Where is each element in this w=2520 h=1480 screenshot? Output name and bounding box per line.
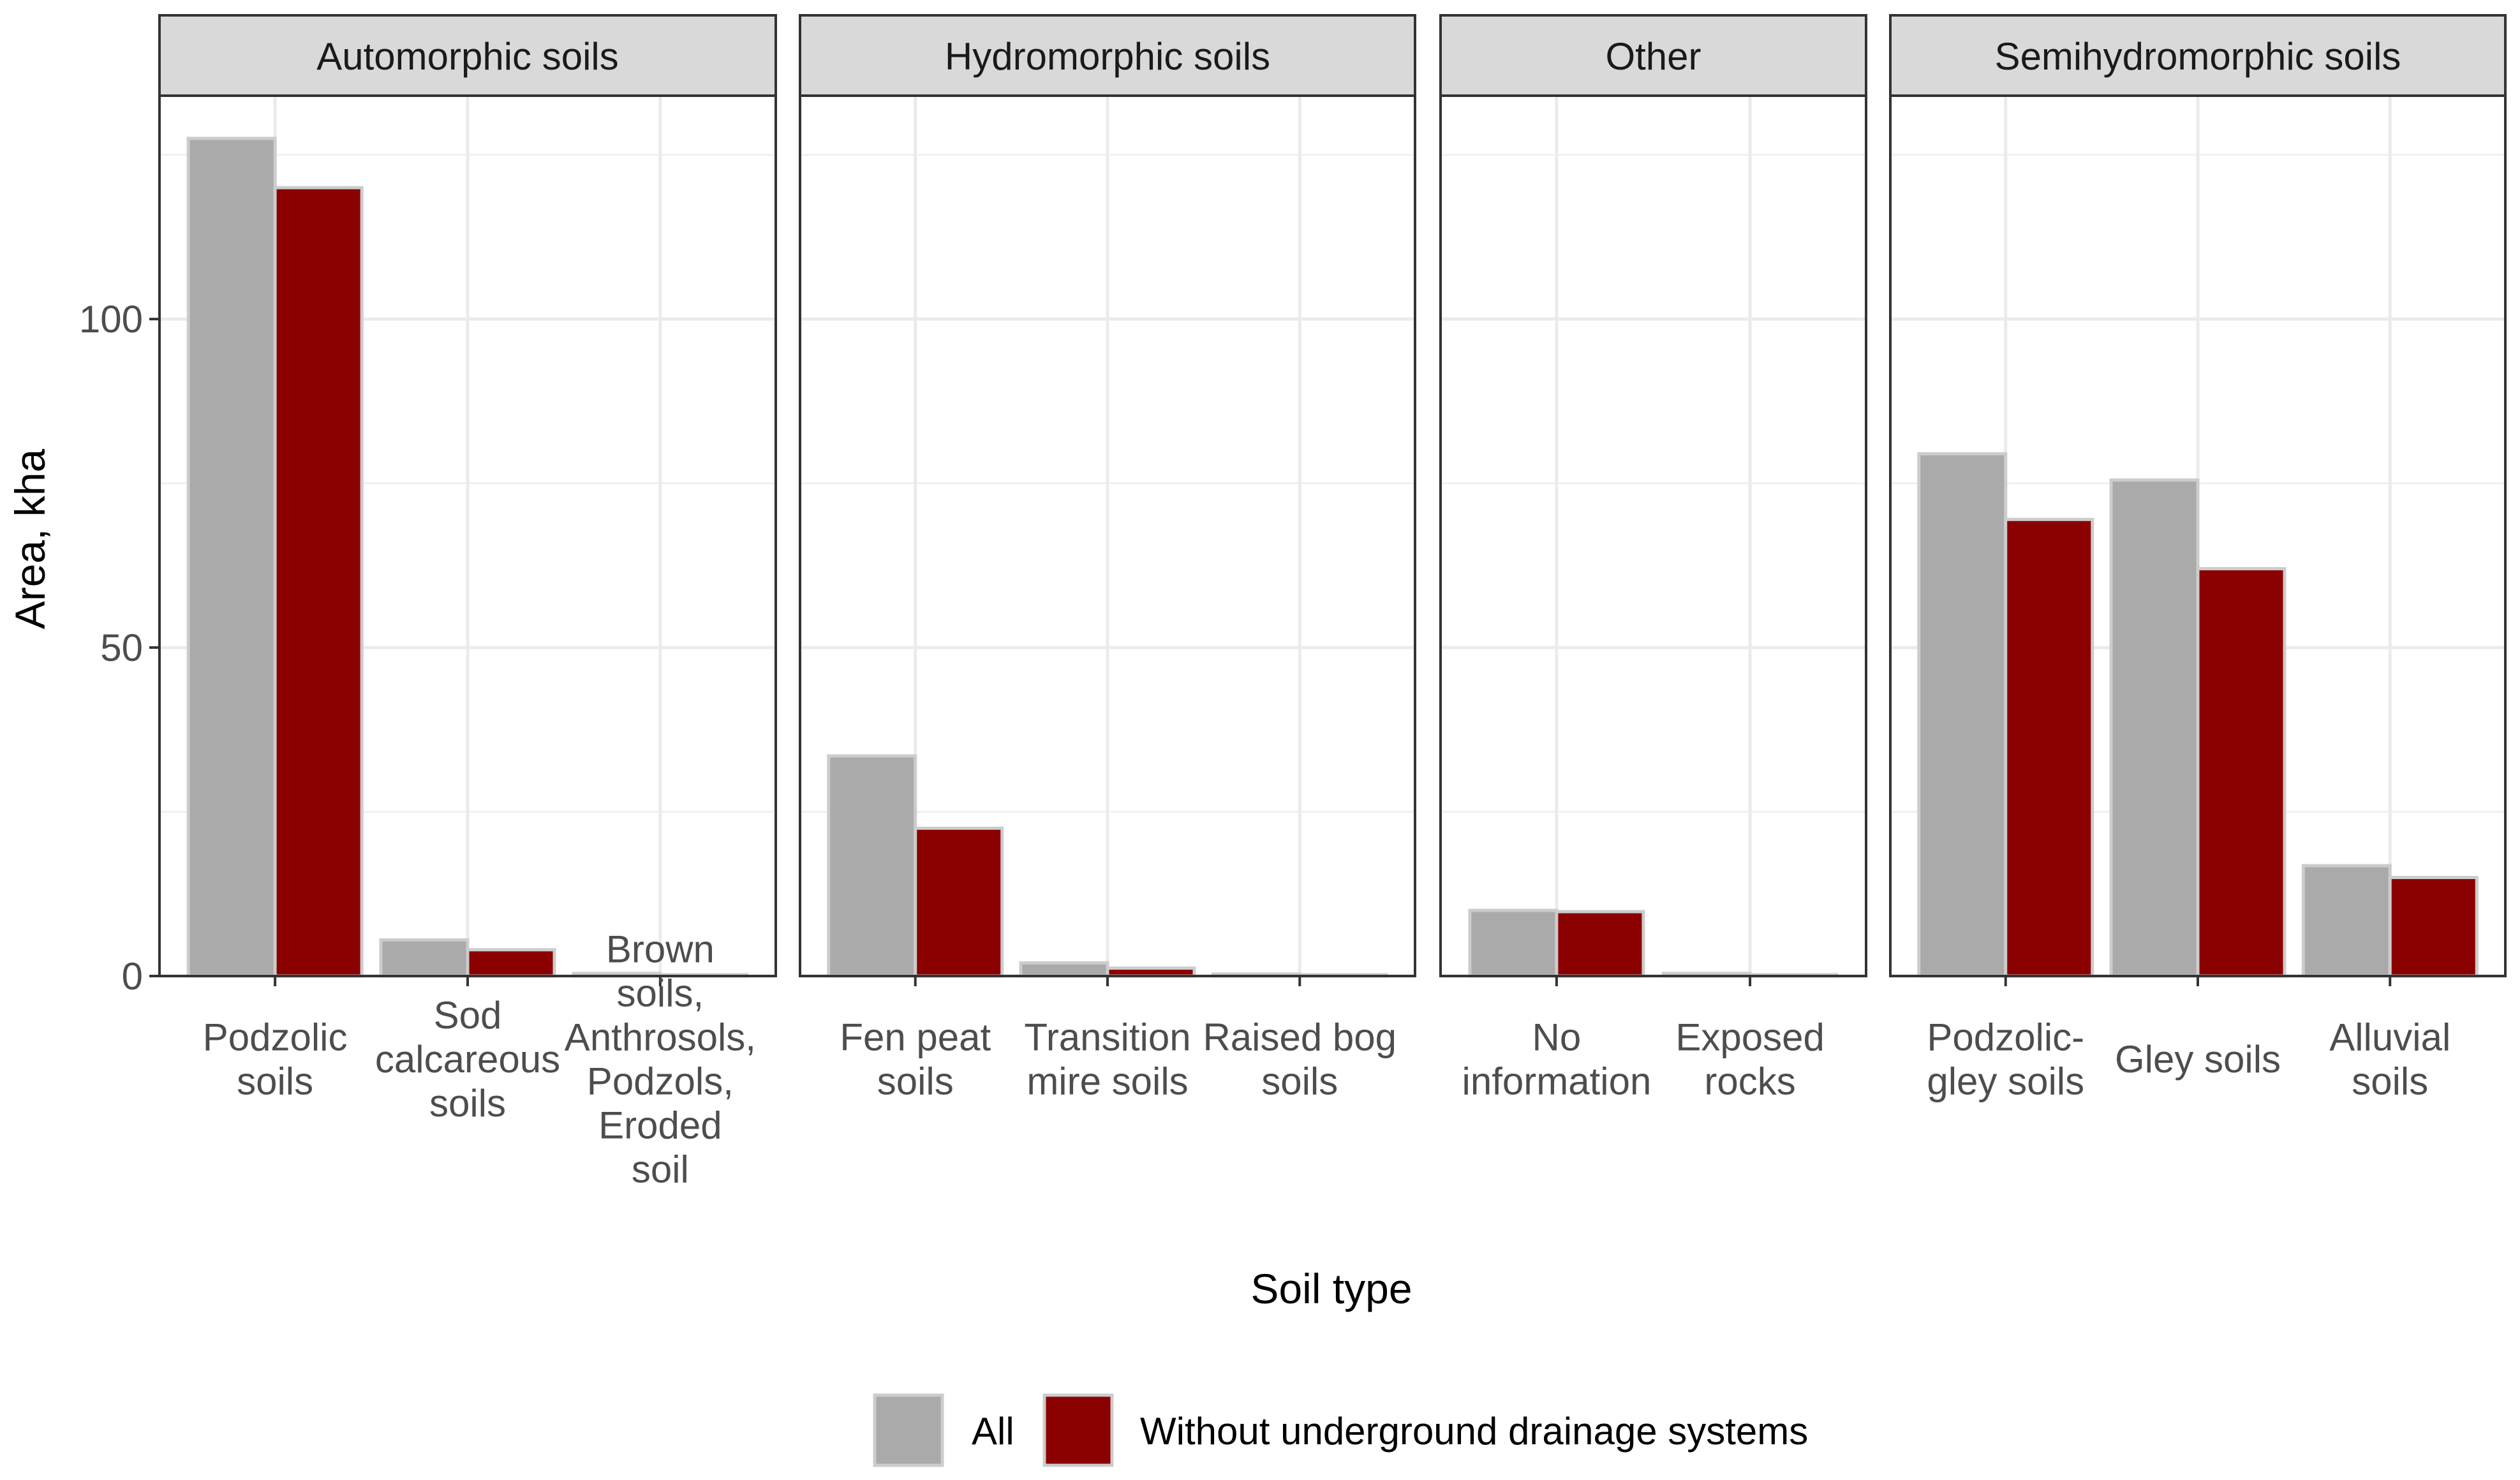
x-tick-label: Brown [606,928,715,971]
facet-strip [1439,14,1867,97]
bar-without-underground-drainage-systems-podzolic-gley-soils [2004,517,2094,978]
x-tick-label: Podzolic- [1927,1016,2084,1059]
legend-key-without-underground-drainage-systems [1042,1393,1114,1467]
x-tick-label: Gley soils [2115,1038,2281,1081]
facet-strip-label: Semihydromorphic soils [1995,35,2401,78]
x-tick-label: soils [429,1082,506,1125]
bar-all-podzolic-gley-soils [1917,452,2008,978]
bar-all-transition-mire-soils [1019,961,1109,978]
x-tick-label: rocks [1704,1060,1795,1103]
x-tick-label: calcareous [375,1038,560,1081]
legend-label-all: All [972,1410,1014,1453]
bar-without-underground-drainage-systems-alluvial-soils [2388,876,2479,978]
facet-automorphic-soils: Automorphic soilsPodzolicsoilsSodcalcare… [79,14,777,1191]
x-tick-label: Alluvial [2329,1016,2450,1059]
y-tick-label: 50 [100,626,143,669]
bar-without-underground-drainage-systems-gley-soils [2196,566,2287,978]
legend-key-all [873,1393,944,1467]
bar-all-no-information [1468,908,1559,978]
x-tick-label: soils [2352,1060,2428,1103]
facets-layer: Automorphic soilsPodzolicsoilsSodcalcare… [79,14,2507,1191]
bar-all-gley-soils [2109,478,2200,978]
x-tick-label: Podzolic [203,1016,348,1059]
x-tick-label: soils [237,1060,313,1103]
bar-all-fen-peat-soils [827,754,917,978]
facet-strip [158,14,777,97]
x-tick-label: soil [632,1148,689,1191]
bar-all-alluvial-soils [2301,864,2392,978]
bar-without-underground-drainage-systems-fen-peat-soils [914,826,1004,978]
facet-strip-label: Hydromorphic soils [945,35,1270,78]
x-tick-label: soils, [617,972,704,1015]
x-tick-label: Sod [434,994,502,1037]
x-tick-label: information [1462,1060,1652,1103]
x-axis-title: Soil type [1250,1265,1412,1312]
legend-label-without-underground-drainage-systems: Without underground drainage systems [1140,1410,1808,1453]
x-tick-label: Transition [1024,1016,1190,1059]
facet-strip [1889,14,2507,97]
x-tick-label: gley soils [1927,1060,2084,1103]
facet-strip-label: Other [1605,35,1701,78]
bar-without-underground-drainage-systems-podzolic-soils [273,186,364,978]
facet-semihydromorphic-soils: Semihydromorphic soils Podzolic-gley soil… [1889,14,2507,1103]
x-tick-label: Anthrosols, [565,1016,756,1059]
x-tick-label: mire soils [1027,1060,1188,1103]
x-tick-label: Exposed [1675,1016,1825,1059]
legend: All Without underground drainage systems [873,1393,1808,1467]
bar-all-sod-calcareous-soils [379,938,470,978]
panel-background [1441,96,1866,976]
facet-strip [799,14,1416,97]
bar-without-underground-drainage-systems-no-information [1555,910,1645,978]
x-tick-label: Eroded [598,1104,722,1147]
x-tick-label: Podzols, [587,1060,734,1103]
x-tick-label: soils [877,1060,954,1103]
x-tick-label: soils [1261,1060,1338,1103]
x-tick-label: No [1532,1016,1582,1059]
y-tick-label: 100 [79,298,143,341]
y-tick-label: 0 [122,955,143,998]
bar-all-podzolic-soils [186,137,277,978]
bar-without-underground-drainage-systems-sod-calcareous-soils [466,948,556,978]
x-tick-label: Fen peat [840,1016,991,1059]
x-tick-label: Raised bog [1203,1016,1397,1059]
facet-strip-label: Automorphic soils [316,35,619,78]
y-axis-title: Area, kha [6,448,54,629]
